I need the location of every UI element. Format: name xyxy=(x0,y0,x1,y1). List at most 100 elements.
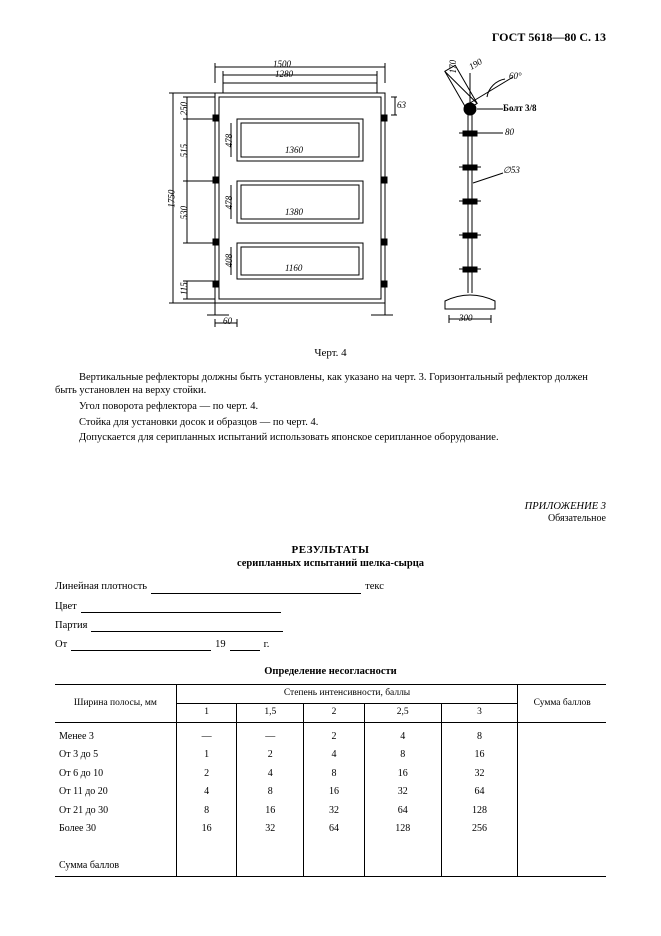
row-label: Более 30 xyxy=(55,820,176,839)
label-bolt: Болт 3/8 xyxy=(503,103,537,114)
cell: 64 xyxy=(441,783,518,802)
dim-170: 170 xyxy=(448,60,459,74)
th-sum: Сумма баллов xyxy=(518,685,606,723)
subsection-title: Определение несогласности xyxy=(55,665,606,678)
table-row: От 11 до 2048163264 xyxy=(55,783,606,802)
cell xyxy=(441,857,518,876)
label-year-prefix: 19 xyxy=(215,638,226,651)
document-page: ГОСТ 5618—80 С. 13 xyxy=(0,0,661,936)
cell: 4 xyxy=(304,746,365,765)
dim-515: 515 xyxy=(179,144,190,158)
dim-250: 250 xyxy=(179,102,190,116)
label-from: От xyxy=(55,638,67,651)
cell: 1 xyxy=(176,746,237,765)
blank-density xyxy=(151,582,361,594)
cell: 8 xyxy=(237,783,304,802)
th-i-0: 1 xyxy=(176,703,237,722)
table-row xyxy=(55,839,606,858)
results-heading: РЕЗУЛЬТАТЫ серипланных испытаний шелка-с… xyxy=(55,544,606,571)
results-title-2: серипланных испытаний шелка-сырца xyxy=(55,557,606,570)
cell: 8 xyxy=(364,746,441,765)
cell: 2 xyxy=(237,746,304,765)
row-sum xyxy=(518,802,606,821)
form-line-batch: Партия xyxy=(55,619,606,632)
dim-63: 63 xyxy=(397,100,406,111)
appendix-sub: Обязательное xyxy=(55,513,606,526)
cell: 32 xyxy=(364,783,441,802)
cell: 32 xyxy=(304,802,365,821)
cell: 64 xyxy=(304,820,365,839)
dim-408: 408 xyxy=(224,254,235,268)
results-table: Ширина полосы, мм Степень интенсивности,… xyxy=(55,684,606,877)
cell: 16 xyxy=(441,746,518,765)
cell: 256 xyxy=(441,820,518,839)
para-3: Стойка для установки досок и образцов — … xyxy=(55,416,606,430)
cell: 16 xyxy=(237,802,304,821)
table-row: От 21 до 308163264128 xyxy=(55,802,606,821)
row-sum xyxy=(518,783,606,802)
form-line-density: Линейная плотность текс xyxy=(55,580,606,593)
dim-1280: 1280 xyxy=(275,69,293,80)
blank-batch xyxy=(91,620,283,632)
cell xyxy=(364,857,441,876)
diagram-right-svg xyxy=(425,53,545,333)
label-teks: текс xyxy=(365,580,384,593)
form-block: Линейная плотность текс Цвет Партия От 1… xyxy=(55,580,606,651)
dim-1160: 1160 xyxy=(285,263,302,274)
table-row: Сумма баллов xyxy=(55,857,606,876)
label-density: Линейная плотность xyxy=(55,580,147,593)
appendix-block: ПРИЛОЖЕНИЕ 3 Обязательное xyxy=(55,500,606,526)
cell: 32 xyxy=(441,765,518,784)
cell: 16 xyxy=(176,820,237,839)
form-line-color: Цвет xyxy=(55,600,606,613)
cell xyxy=(237,857,304,876)
th-i-4: 3 xyxy=(441,703,518,722)
dim-115: 115 xyxy=(179,282,190,295)
appendix-title: ПРИЛОЖЕНИЕ 3 xyxy=(55,500,606,513)
cell: — xyxy=(176,722,237,746)
cell: 16 xyxy=(304,783,365,802)
cell: 2 xyxy=(304,722,365,746)
label-year-suffix: г. xyxy=(264,638,270,651)
diagram-left-svg xyxy=(165,53,415,333)
cell xyxy=(518,857,606,876)
cell: 32 xyxy=(237,820,304,839)
cell xyxy=(176,857,237,876)
dim-300: 300 xyxy=(459,313,473,324)
row-label: Менее 3 xyxy=(55,722,176,746)
cell: 64 xyxy=(364,802,441,821)
dim-d53: ∅53 xyxy=(503,165,520,176)
th-i-1: 1,5 xyxy=(237,703,304,722)
th-width: Ширина полосы, мм xyxy=(55,685,176,723)
table-row: От 3 до 5124816 xyxy=(55,746,606,765)
cell: 4 xyxy=(364,722,441,746)
row-label: От 21 до 30 xyxy=(55,802,176,821)
sum-label: Сумма баллов xyxy=(55,857,176,876)
cell: 16 xyxy=(364,765,441,784)
row-label: От 6 до 10 xyxy=(55,765,176,784)
cell: 2 xyxy=(176,765,237,784)
cell: 8 xyxy=(176,802,237,821)
body-text: Вертикальные рефлекторы должны быть уста… xyxy=(55,371,606,445)
blank-color xyxy=(81,601,281,613)
cell: — xyxy=(237,722,304,746)
row-label: От 11 до 20 xyxy=(55,783,176,802)
para-2: Угол поворота рефлектора — по черт. 4. xyxy=(55,400,606,414)
row-sum xyxy=(518,765,606,784)
blank-from xyxy=(71,639,211,651)
form-line-date: От 19 г. xyxy=(55,638,606,651)
cell: 128 xyxy=(441,802,518,821)
cell: 8 xyxy=(441,722,518,746)
label-color: Цвет xyxy=(55,600,77,613)
dim-1380: 1380 xyxy=(285,207,303,218)
figure-caption: Черт. 4 xyxy=(55,347,606,361)
para-4: Допускается для серипланных испытаний ис… xyxy=(55,431,606,445)
row-sum xyxy=(518,746,606,765)
th-intensity: Степень интенсивности, баллы xyxy=(176,685,518,704)
blank-year xyxy=(230,639,260,651)
cell xyxy=(304,857,365,876)
label-batch: Партия xyxy=(55,619,87,632)
row-label: От 3 до 5 xyxy=(55,746,176,765)
dim-60: 60 xyxy=(223,316,232,327)
cell xyxy=(55,839,176,858)
